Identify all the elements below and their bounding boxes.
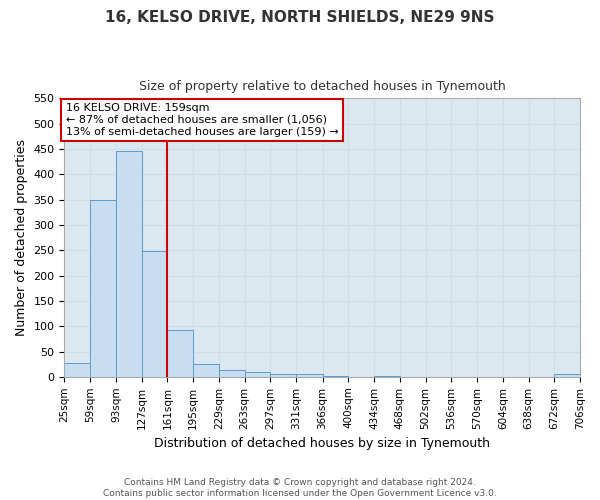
X-axis label: Distribution of detached houses by size in Tynemouth: Distribution of detached houses by size … [154,437,490,450]
Bar [374,376,400,377]
Bar [323,376,349,377]
Text: 16, KELSO DRIVE, NORTH SHIELDS, NE29 9NS: 16, KELSO DRIVE, NORTH SHIELDS, NE29 9NS [105,10,495,25]
Bar [90,200,116,377]
Bar [193,364,219,377]
Bar [64,363,90,377]
Y-axis label: Number of detached properties: Number of detached properties [15,139,28,336]
Bar [245,372,271,377]
Bar [271,374,296,377]
Bar [116,152,142,377]
Text: 16 KELSO DRIVE: 159sqm
← 87% of detached houses are smaller (1,056)
13% of semi-: 16 KELSO DRIVE: 159sqm ← 87% of detached… [66,104,338,136]
Bar [554,374,580,377]
Bar [142,251,167,377]
Title: Size of property relative to detached houses in Tynemouth: Size of property relative to detached ho… [139,80,506,93]
Bar [296,374,323,377]
Text: Contains HM Land Registry data © Crown copyright and database right 2024.
Contai: Contains HM Land Registry data © Crown c… [103,478,497,498]
Bar [167,330,193,377]
Bar [219,370,245,377]
